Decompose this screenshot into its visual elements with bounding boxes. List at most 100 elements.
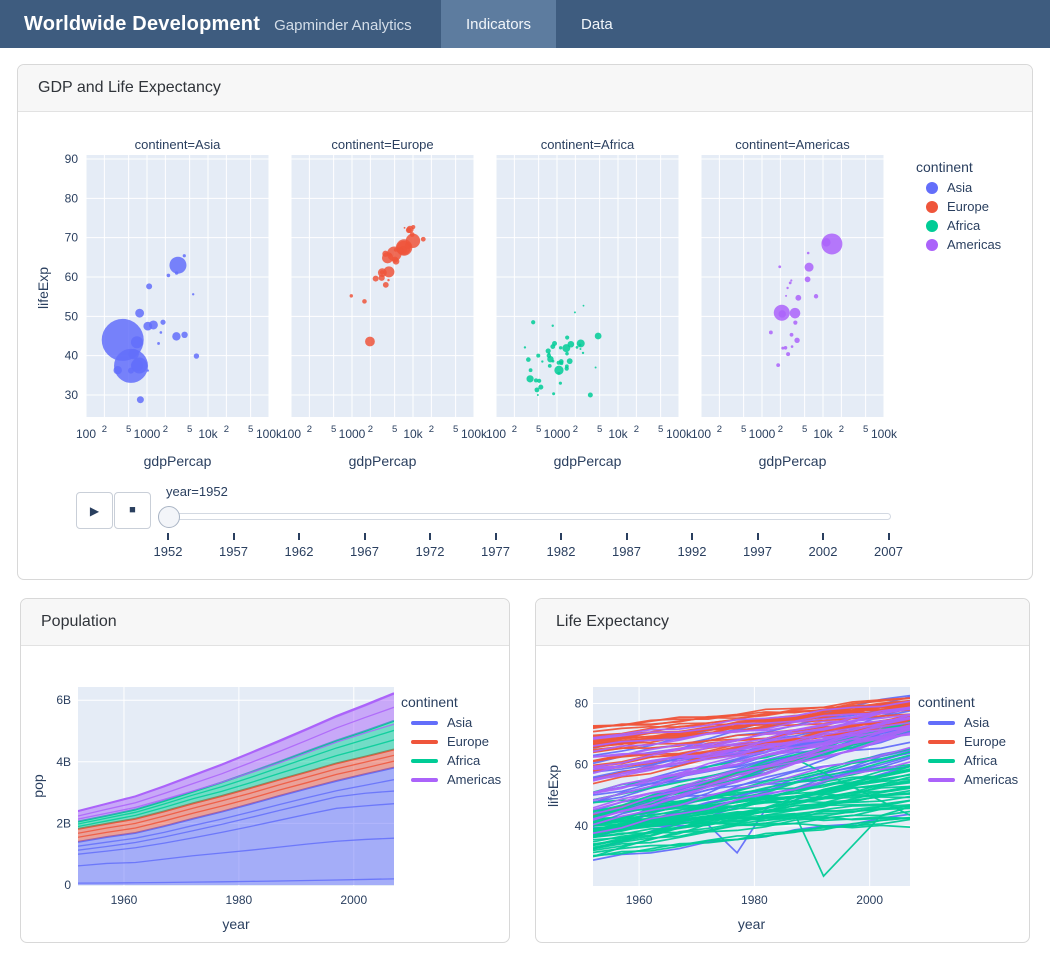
legend-item-africa[interactable]: Africa xyxy=(928,753,1018,768)
card-population-title: Population xyxy=(41,613,117,630)
svg-text:40: 40 xyxy=(575,819,589,833)
tab-data[interactable]: Data xyxy=(581,15,613,33)
slider-tick-mark xyxy=(298,533,300,540)
legend-dot-europe xyxy=(926,200,938,213)
brand: Worldwide Development Gapminder Analytic… xyxy=(0,13,412,36)
svg-text:1000: 1000 xyxy=(544,427,571,441)
life-expectancy-line-chart[interactable]: 40 60 80 1960 1980 2000 year lifeExp xyxy=(536,646,1029,943)
svg-text:lifeExp: lifeExp xyxy=(545,765,561,807)
svg-text:100: 100 xyxy=(76,427,96,441)
legend-label: Africa xyxy=(964,753,998,768)
slider-tick-mark xyxy=(625,533,628,540)
svg-text:1980: 1980 xyxy=(226,893,253,907)
legend-item-americas[interactable]: Americas xyxy=(411,772,501,787)
svg-text:2B: 2B xyxy=(56,816,71,830)
population-legend: continent Asia Europe Africa Americas xyxy=(401,694,501,791)
legend-item-asia[interactable]: Asia xyxy=(411,715,501,730)
svg-text:100k: 100k xyxy=(871,427,898,441)
legend-title: continent xyxy=(918,694,975,710)
slider-tick-label-1957: 1957 xyxy=(219,544,248,559)
svg-text:5: 5 xyxy=(392,424,397,435)
legend-dot-africa xyxy=(926,219,938,232)
slider-tick-mark xyxy=(494,533,497,540)
svg-text:10k: 10k xyxy=(813,427,833,441)
legend-label: Asia xyxy=(964,715,990,730)
svg-text:10k: 10k xyxy=(403,427,423,441)
play-icon: ▶ xyxy=(89,503,100,518)
svg-text:60: 60 xyxy=(65,270,79,284)
svg-text:100k: 100k xyxy=(256,427,283,441)
legend-item-europe[interactable]: Europe xyxy=(928,734,1018,749)
svg-text:5: 5 xyxy=(597,424,602,435)
legend-item-americas[interactable]: Americas xyxy=(928,772,1018,787)
svg-text:2: 2 xyxy=(307,424,312,435)
legend-label: Africa xyxy=(947,218,981,233)
svg-text:30: 30 xyxy=(65,388,79,402)
svg-text:2000: 2000 xyxy=(340,893,367,907)
svg-text:1000: 1000 xyxy=(749,427,776,441)
nav-tabs: Indicators Data xyxy=(441,0,638,48)
year-slider-rail[interactable] xyxy=(158,513,891,520)
legend-item-africa[interactable]: Africa xyxy=(411,753,501,768)
legend-line-swatch-asia xyxy=(411,720,438,725)
svg-text:5: 5 xyxy=(331,424,336,435)
svg-text:2: 2 xyxy=(839,424,844,435)
svg-text:2: 2 xyxy=(368,424,373,435)
legend-item-europe[interactable]: Europe xyxy=(926,199,1001,214)
slider-tick-mark xyxy=(756,533,759,540)
slider-tick-mark xyxy=(887,533,890,540)
svg-text:gdpPercap: gdpPercap xyxy=(554,453,622,469)
app-title: Worldwide Development xyxy=(24,12,261,35)
svg-text:gdpPercap: gdpPercap xyxy=(349,453,417,469)
life-expectancy-legend: continent Asia Europe Africa Americas xyxy=(918,694,1018,791)
svg-text:10k: 10k xyxy=(608,427,628,441)
svg-text:gdpPercap: gdpPercap xyxy=(144,453,212,469)
svg-text:100k: 100k xyxy=(461,427,488,441)
legend-item-europe[interactable]: Europe xyxy=(411,734,501,749)
gdp-scatter-legend: continent Asia Europe Africa Americas xyxy=(916,159,1001,256)
legend-label: Europe xyxy=(964,734,1006,749)
card-population: Population 0 2B 4B 6B 1960 1980 2000 year pop co… xyxy=(20,598,510,943)
slider-tick-mark xyxy=(691,533,693,540)
svg-text:2: 2 xyxy=(778,424,783,435)
svg-text:5: 5 xyxy=(863,424,868,435)
slider-tick-label-2007: 2007 xyxy=(874,544,903,559)
legend-item-asia[interactable]: Asia xyxy=(928,715,1018,730)
svg-text:100: 100 xyxy=(486,427,506,441)
slider-tick-label-1962: 1962 xyxy=(284,544,314,559)
svg-text:continent=Africa: continent=Africa xyxy=(541,137,635,152)
legend-line-swatch-americas xyxy=(411,777,438,782)
svg-text:60: 60 xyxy=(575,758,589,772)
stop-button[interactable]: ■ xyxy=(114,492,151,529)
legend-line-swatch-europe xyxy=(928,739,955,744)
svg-text:5: 5 xyxy=(741,424,746,435)
legend-label: Americas xyxy=(964,772,1019,787)
svg-text:5: 5 xyxy=(248,424,253,435)
svg-text:2: 2 xyxy=(163,424,168,435)
tab-indicators[interactable]: Indicators xyxy=(441,0,557,48)
slider-tick-label-1977: 1977 xyxy=(481,544,510,559)
svg-text:4B: 4B xyxy=(56,755,71,769)
slider-tick-mark xyxy=(429,533,431,540)
legend-line-swatch-europe xyxy=(411,739,438,744)
legend-item-asia[interactable]: Asia xyxy=(926,180,1001,195)
svg-text:year: year xyxy=(738,916,766,932)
legend-item-africa[interactable]: Africa xyxy=(926,218,1001,233)
legend-label: Asia xyxy=(947,180,973,195)
svg-text:80: 80 xyxy=(65,191,79,205)
year-slider-handle[interactable] xyxy=(158,506,180,528)
population-area-chart[interactable]: 0 2B 4B 6B 1960 1980 2000 year pop xyxy=(21,646,509,943)
svg-text:2: 2 xyxy=(512,424,517,435)
legend-title: continent xyxy=(401,694,458,710)
slider-tick-label-1952: 1952 xyxy=(153,544,183,559)
slider-tick-mark xyxy=(822,533,824,540)
app-subtitle: Gapminder Analytics xyxy=(274,16,412,34)
legend-item-americas[interactable]: Americas xyxy=(926,237,1001,252)
legend-label: Americas xyxy=(947,237,1002,252)
svg-text:70: 70 xyxy=(65,231,79,245)
play-button[interactable]: ▶ xyxy=(76,492,113,529)
legend-label: Europe xyxy=(447,734,489,749)
slider-tick-label-1967: 1967 xyxy=(350,544,379,559)
legend-dot-americas xyxy=(926,238,938,251)
